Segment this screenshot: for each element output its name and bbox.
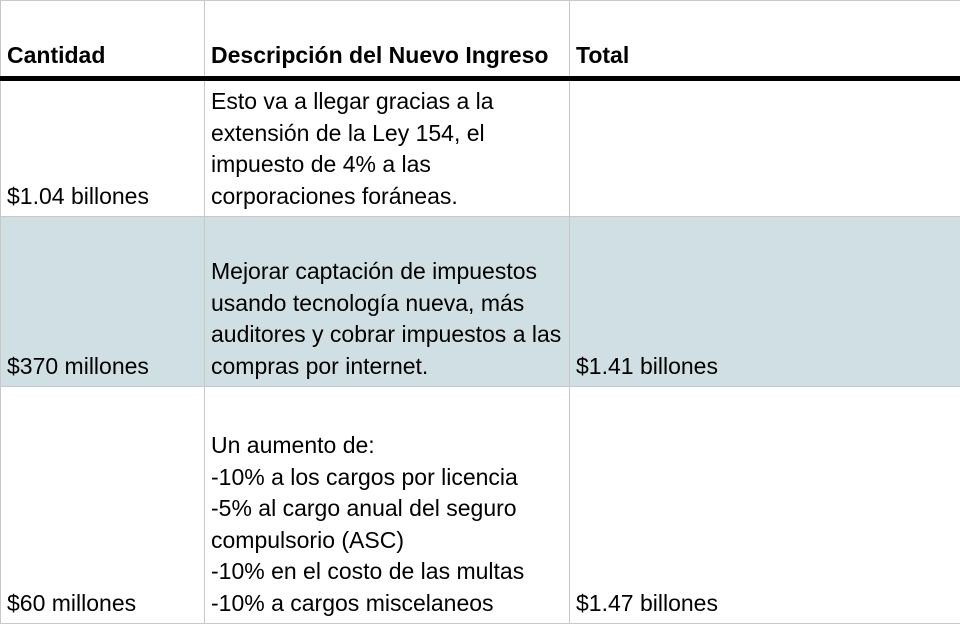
cell-total — [570, 79, 960, 217]
header-cantidad: Cantidad — [1, 1, 205, 79]
cell-descripcion: Un aumento de: -10% a los cargos por lic… — [205, 387, 570, 624]
header-descripcion: Descripción del Nuevo Ingreso — [205, 1, 570, 79]
table-row: $370 millones Mejorar captación de impue… — [1, 217, 960, 387]
cell-cantidad: $1.04 billones — [1, 79, 205, 217]
header-row: Cantidad Descripción del Nuevo Ingreso T… — [1, 1, 960, 79]
header-total: Total — [570, 1, 960, 79]
cell-cantidad: $60 millones — [1, 387, 205, 624]
cell-descripcion: Mejorar captación de impuestos usando te… — [205, 217, 570, 387]
table-row: $1.04 billones Esto va a llegar gracias … — [1, 79, 960, 217]
cell-total: $1.41 billones — [570, 217, 960, 387]
cell-total: $1.47 billones — [570, 387, 960, 624]
table-row: $60 millones Un aumento de: -10% a los c… — [1, 387, 960, 624]
cell-cantidad: $370 millones — [1, 217, 205, 387]
cell-descripcion: Esto va a llegar gracias a la extensión … — [205, 79, 570, 217]
